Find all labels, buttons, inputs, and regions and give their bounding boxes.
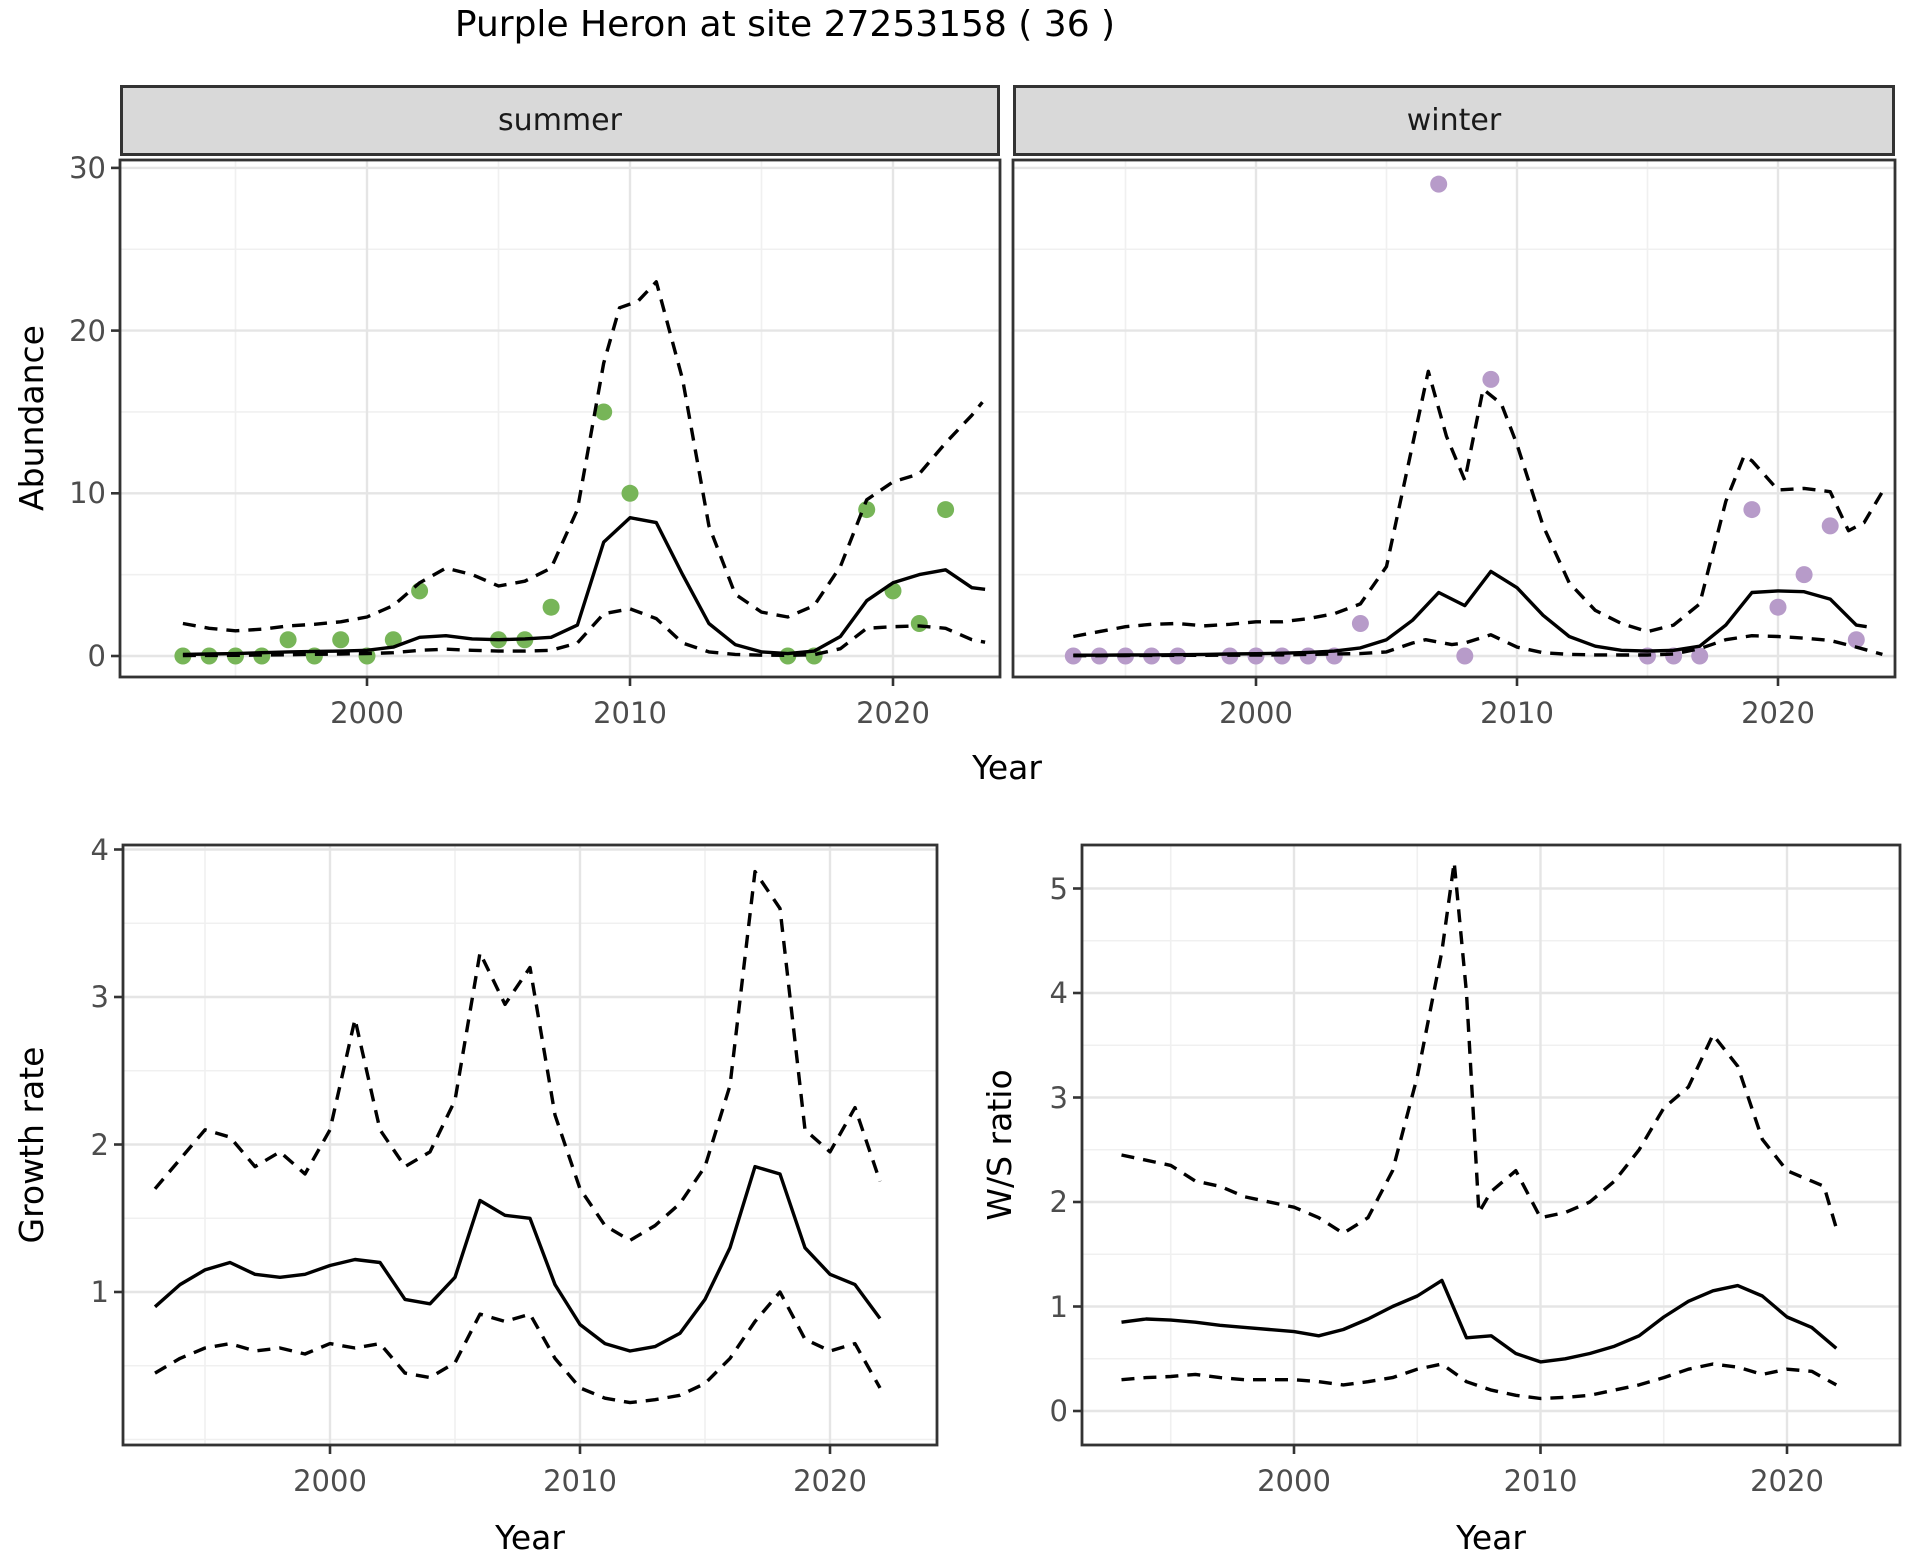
x-tick-label-abundance_winter-2020: 2020 <box>1741 696 1815 730</box>
x-tick-label-abundance_summer-2000: 2000 <box>330 696 404 730</box>
x-tick-label-growth_rate-2000: 2000 <box>293 1464 367 1498</box>
series-line-ci-abundance_winter <box>1073 633 1883 658</box>
series-line-ci-abundance_summer <box>182 280 984 633</box>
panel-border-abundance_winter <box>1011 158 1897 679</box>
x-tick-label-growth_rate-2010: 2010 <box>543 1464 617 1498</box>
data-point-abundance_winter <box>1743 501 1761 519</box>
data-point-abundance_winter <box>1821 517 1839 535</box>
panel-background-abundance_winter <box>1013 160 1895 677</box>
x-tick-label-abundance_summer-2020: 2020 <box>856 696 930 730</box>
series-line-fit-ws_ratio <box>1121 1278 1838 1364</box>
data-point-abundance_summer <box>174 647 192 665</box>
data-point-abundance_summer <box>595 403 613 421</box>
data-point-abundance_summer <box>621 484 639 502</box>
panel-border-abundance_summer <box>118 158 1002 679</box>
series-line-fit-growth_rate <box>153 1164 882 1353</box>
series-line-ci-ws_ratio <box>1121 860 1838 1236</box>
y-axis-title-ws-ratio: W/S ratio <box>980 1069 1019 1221</box>
data-point-abundance_winter <box>1795 566 1813 584</box>
y-tick-label-ws_ratio-4: 4 <box>1049 976 1068 1010</box>
panel-background-abundance_summer <box>120 160 1000 677</box>
data-point-abundance_winter <box>1769 598 1787 616</box>
series-line-ci-ws_ratio <box>1121 1362 1838 1401</box>
y-tick-label-growth_rate-1: 1 <box>90 1275 109 1309</box>
x-axis-title-year-top: Year <box>972 748 1042 787</box>
facet-strip-summer-label: summer <box>498 103 622 138</box>
series-line-fit-abundance_summer <box>182 516 986 657</box>
x-axis-title-year-ws: Year <box>1456 1518 1526 1557</box>
y-tick-label-ws_ratio-2: 2 <box>1049 1185 1068 1219</box>
data-point-abundance_winter <box>1351 614 1369 632</box>
x-tick-label-growth_rate-2020: 2020 <box>793 1464 867 1498</box>
y-tick-label-abundance_summer-0: 0 <box>87 639 106 673</box>
series-line-ci-growth_rate <box>154 1290 882 1405</box>
x-tick-label-abundance_summer-2010: 2010 <box>593 696 667 730</box>
data-point-abundance_winter <box>1430 175 1448 193</box>
data-point-abundance_summer <box>937 501 955 519</box>
y-tick-label-abundance_summer-10: 10 <box>69 476 106 511</box>
y-tick-label-ws_ratio-1: 1 <box>1049 1289 1068 1324</box>
y-tick-label-ws_ratio-5: 5 <box>1049 871 1068 906</box>
facet-strip-winter: winter <box>1013 85 1895 156</box>
data-point-abundance_summer <box>542 598 560 616</box>
x-tick-label-abundance_winter-2000: 2000 <box>1219 696 1293 730</box>
data-point-abundance_winter <box>1691 647 1709 665</box>
data-point-abundance_summer <box>279 631 297 649</box>
series-line-ci-growth_rate <box>153 869 882 1243</box>
data-point-abundance_winter <box>1456 647 1474 665</box>
facet-strip-winter-label: winter <box>1406 103 1502 138</box>
data-point-abundance_summer <box>332 631 350 649</box>
y-tick-label-ws_ratio-3: 3 <box>1049 1080 1068 1115</box>
x-tick-label-ws_ratio-2020: 2020 <box>1750 1464 1824 1498</box>
y-tick-label-growth_rate-4: 4 <box>90 832 109 867</box>
y-tick-label-growth_rate-2: 2 <box>90 1127 109 1162</box>
data-point-abundance_winter <box>1482 370 1500 388</box>
x-tick-label-abundance_winter-2010: 2010 <box>1480 696 1554 730</box>
series-line-fit-abundance_winter <box>1073 569 1867 657</box>
series-line-ci-abundance_winter <box>1072 369 1884 639</box>
y-tick-label-abundance_summer-20: 20 <box>69 313 106 348</box>
facet-strip-summer: summer <box>120 85 1000 156</box>
data-point-abundance_summer <box>910 614 928 632</box>
y-tick-label-growth_rate-3: 3 <box>90 980 109 1014</box>
x-tick-label-ws_ratio-2010: 2010 <box>1503 1464 1578 1498</box>
y-tick-label-abundance_summer-30: 30 <box>69 150 106 185</box>
series-line-ci-abundance_summer <box>182 607 986 658</box>
x-tick-label-ws_ratio-2000: 2000 <box>1257 1464 1331 1498</box>
x-axis-title-year-growth: Year <box>495 1518 565 1557</box>
plot-title: Purple Heron at site 27253158 ( 36 ) <box>454 4 1116 45</box>
y-tick-label-ws_ratio-0: 0 <box>1049 1394 1068 1428</box>
data-point-abundance_winter <box>1847 631 1865 649</box>
panel-border-ws_ratio <box>1080 843 1902 1447</box>
panel-background-ws_ratio <box>1082 845 1900 1445</box>
